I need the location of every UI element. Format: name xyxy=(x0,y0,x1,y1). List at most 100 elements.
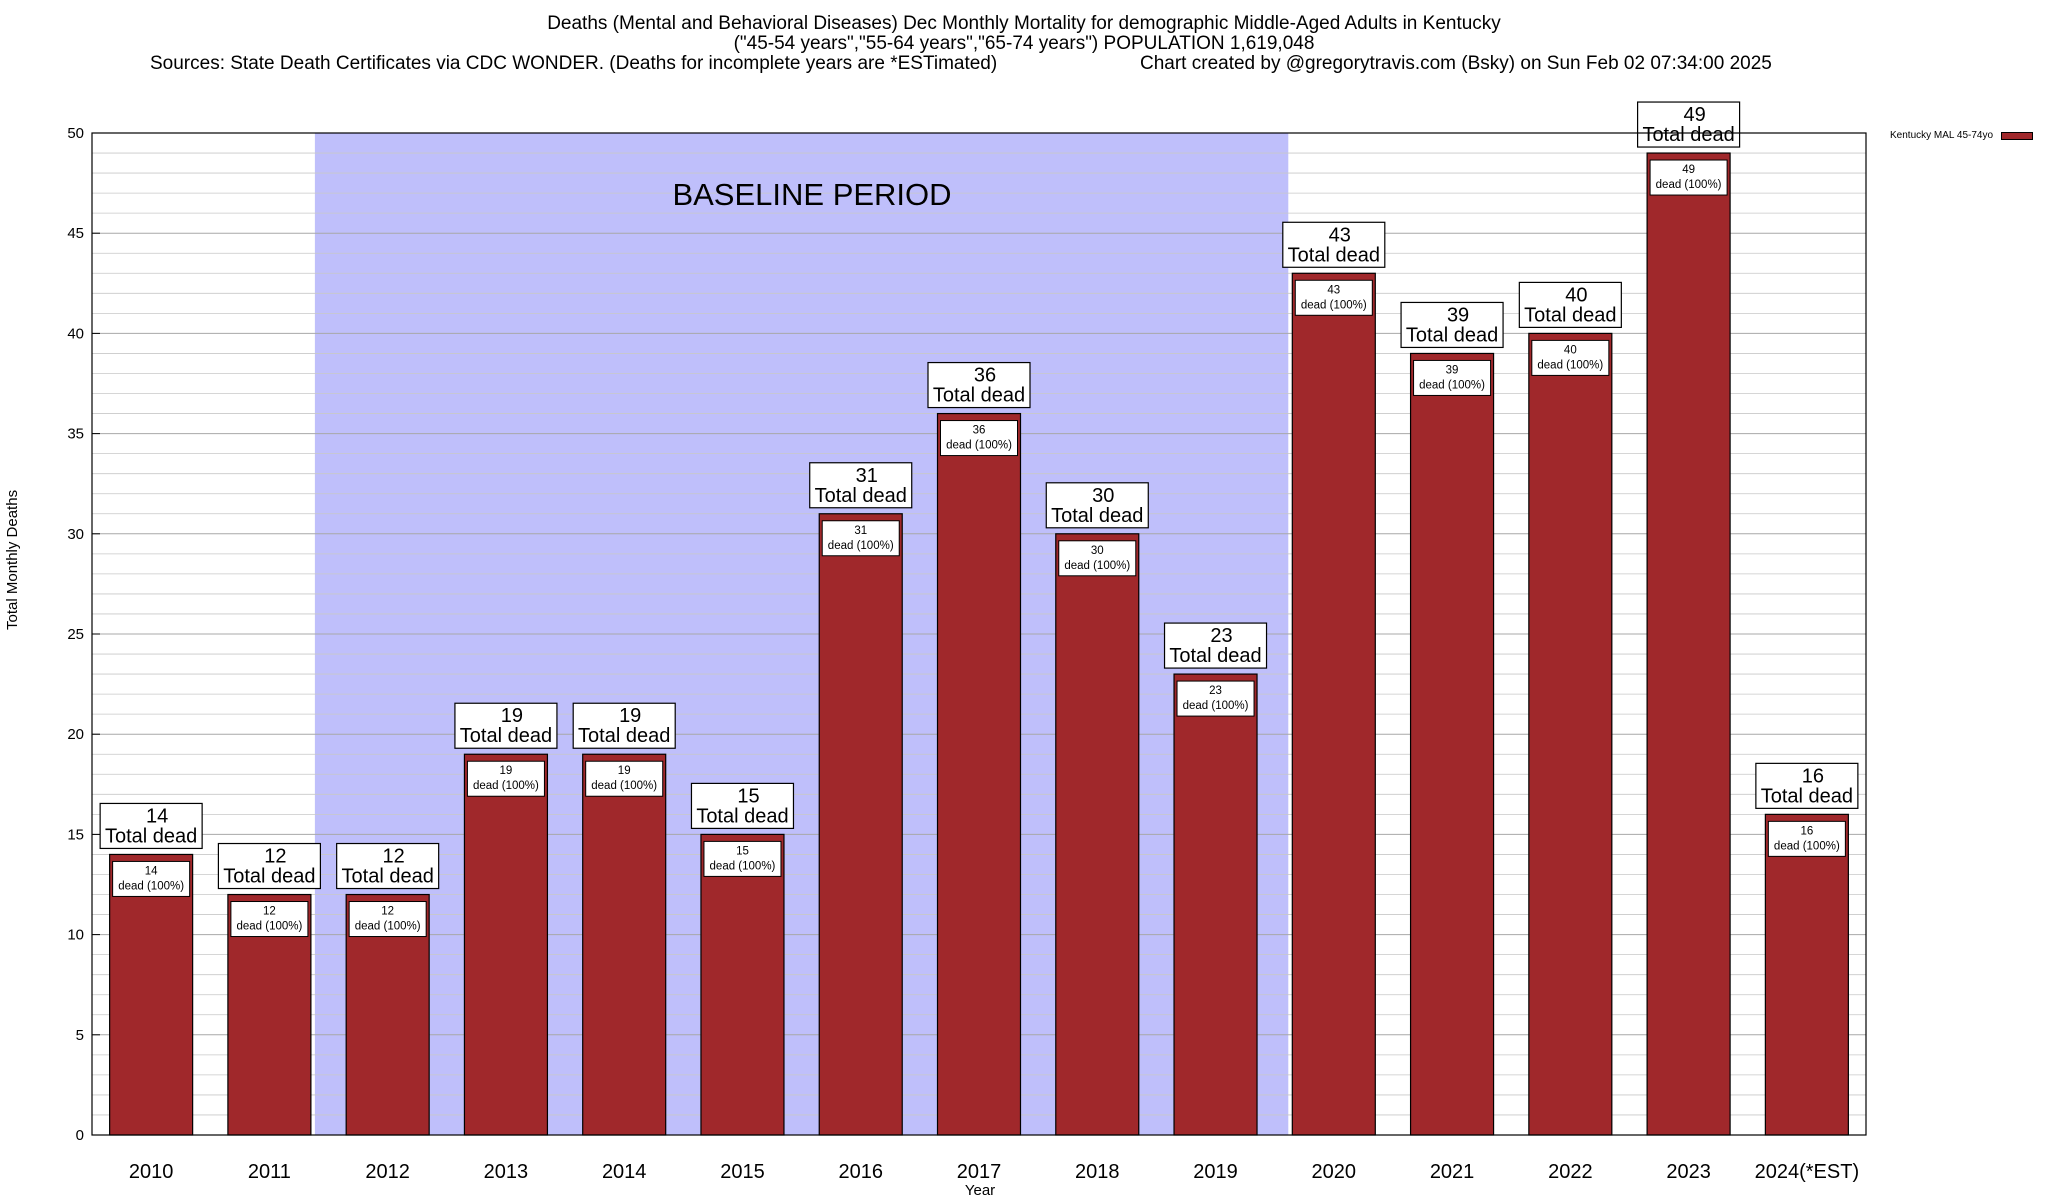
bar-inner-percent: dead (100%) xyxy=(236,921,302,933)
x-tick-label: 2014 xyxy=(602,1161,647,1183)
bar-inner-label-box xyxy=(1649,159,1728,196)
data-label-box xyxy=(1518,281,1622,328)
bar-inner-value: 12 xyxy=(381,906,394,918)
data-label-value: 43 xyxy=(1329,224,1351,246)
data-label-total: Total dead xyxy=(578,725,670,747)
bar-inner-label-box xyxy=(585,760,664,797)
bar-inner-value: 19 xyxy=(500,765,513,777)
bar-inner-value: 23 xyxy=(1209,685,1222,697)
data-label-value: 19 xyxy=(619,705,641,727)
data-label-box xyxy=(927,361,1031,409)
data-label-box xyxy=(1045,482,1149,529)
bar-inner-value: 30 xyxy=(1091,545,1104,557)
data-label-box xyxy=(1755,762,1859,809)
data-label-total: Total dead xyxy=(1642,124,1734,146)
data-label-total: Total dead xyxy=(342,866,434,888)
data-label-total: Total dead xyxy=(696,805,788,827)
bar-inner-label-box xyxy=(1176,680,1255,717)
y-tick-label: 5 xyxy=(76,1027,84,1044)
bar-inner-percent: dead (100%) xyxy=(355,921,421,933)
data-label-value: 14 xyxy=(146,805,168,827)
bar-inner-percent: dead (100%) xyxy=(1656,179,1722,191)
data-label-value: 23 xyxy=(1210,625,1232,647)
data-label-box xyxy=(217,842,321,890)
bar-inner-percent: dead (100%) xyxy=(118,880,184,892)
x-tick-label: 2020 xyxy=(1312,1161,1357,1183)
x-tick-label: 2021 xyxy=(1430,1161,1475,1183)
data-label-box xyxy=(809,462,913,509)
x-tick-label: 2013 xyxy=(484,1161,529,1183)
legend-entry-label: Kentucky MAL 45-74yo xyxy=(1890,130,1994,141)
data-label-box xyxy=(572,702,676,749)
x-tick-label: 2018 xyxy=(1075,1161,1120,1183)
bar xyxy=(1291,272,1376,1136)
bar-inner-value: 12 xyxy=(263,906,276,918)
bar-inner-label-box xyxy=(466,760,545,797)
data-label-total: Total dead xyxy=(1406,324,1498,346)
bar xyxy=(1173,673,1258,1136)
bar-inner-percent: dead (100%) xyxy=(1301,299,1367,311)
bar-inner-value: 39 xyxy=(1446,364,1459,376)
x-tick-label: 2010 xyxy=(129,1161,174,1183)
bar xyxy=(936,412,1022,1136)
bar-inner-value: 36 xyxy=(973,425,986,437)
bar-inner-value: 49 xyxy=(1682,164,1695,176)
chart-sources: Sources: State Death Certificates via CD… xyxy=(150,53,998,74)
bar-inner-label-box xyxy=(1294,279,1373,316)
chart-subtitle: ("45-54 years","55-64 years","65-74 year… xyxy=(733,33,1315,54)
y-tick-label: 50 xyxy=(67,125,84,142)
data-label-box xyxy=(690,782,795,830)
data-label-box xyxy=(1636,101,1741,148)
bar-inner-percent: dead (100%) xyxy=(1064,560,1130,572)
bar-inner-value: 15 xyxy=(736,845,749,857)
bar-inner-value: 14 xyxy=(145,865,158,877)
x-tick-label: 2016 xyxy=(838,1161,883,1183)
bar-inner-percent: dead (100%) xyxy=(828,540,894,552)
x-tick-label: 2012 xyxy=(365,1161,410,1183)
bar-inner-label-box xyxy=(1531,339,1610,376)
x-tick-label: 2023 xyxy=(1666,1161,1711,1183)
x-tick-label: 2011 xyxy=(248,1161,291,1183)
data-label-box xyxy=(1282,221,1386,268)
data-label-value: 12 xyxy=(383,846,405,868)
data-label-box xyxy=(1163,622,1268,669)
bar-inner-label-box xyxy=(703,840,782,877)
data-label-box xyxy=(1400,301,1504,349)
data-label-box xyxy=(336,842,440,890)
chart-title-block: Deaths (Mental and Behavioral Diseases) … xyxy=(0,14,2048,74)
bar-inner-percent: dead (100%) xyxy=(1183,700,1249,712)
bar-inner-label-box xyxy=(1767,820,1846,857)
data-label-value: 49 xyxy=(1683,104,1705,126)
data-label-total: Total dead xyxy=(1051,505,1143,527)
y-tick-label: 45 xyxy=(67,225,84,242)
y-tick-label: 20 xyxy=(67,726,84,743)
x-tick-label: 2019 xyxy=(1193,1161,1238,1183)
chart-credit: Chart created by @gregorytravis.com (Bsk… xyxy=(1140,53,1772,74)
bar xyxy=(463,753,549,1136)
bar-inner-label-box xyxy=(230,901,309,938)
y-tick-label: 0 xyxy=(76,1127,84,1144)
bar xyxy=(818,513,903,1136)
data-label-total: Total dead xyxy=(1169,645,1261,667)
bar xyxy=(582,753,667,1136)
bar xyxy=(1764,813,1849,1136)
bar-inner-value: 31 xyxy=(854,525,867,537)
bar xyxy=(1528,332,1613,1136)
bar-inner-label-box xyxy=(1058,540,1137,577)
data-label-value: 40 xyxy=(1565,284,1587,306)
x-tick-label: 2017 xyxy=(957,1161,1002,1183)
bar-inner-label-box xyxy=(112,860,191,897)
bar-inner-label-box xyxy=(940,420,1018,457)
bar-inner-value: 19 xyxy=(618,765,631,777)
bar xyxy=(1646,152,1731,1136)
data-label-total: Total dead xyxy=(1288,244,1380,266)
bar-inner-value: 16 xyxy=(1800,825,1813,837)
y-tick-label: 35 xyxy=(67,426,84,443)
bar-inner-value: 43 xyxy=(1327,284,1340,296)
y-tick-label: 15 xyxy=(67,826,84,843)
y-tick-label: 40 xyxy=(67,325,84,342)
bar xyxy=(109,853,194,1136)
y-tick-label: 25 xyxy=(67,626,84,643)
bar-inner-percent: dead (100%) xyxy=(1774,840,1840,852)
data-label-box xyxy=(99,802,203,850)
